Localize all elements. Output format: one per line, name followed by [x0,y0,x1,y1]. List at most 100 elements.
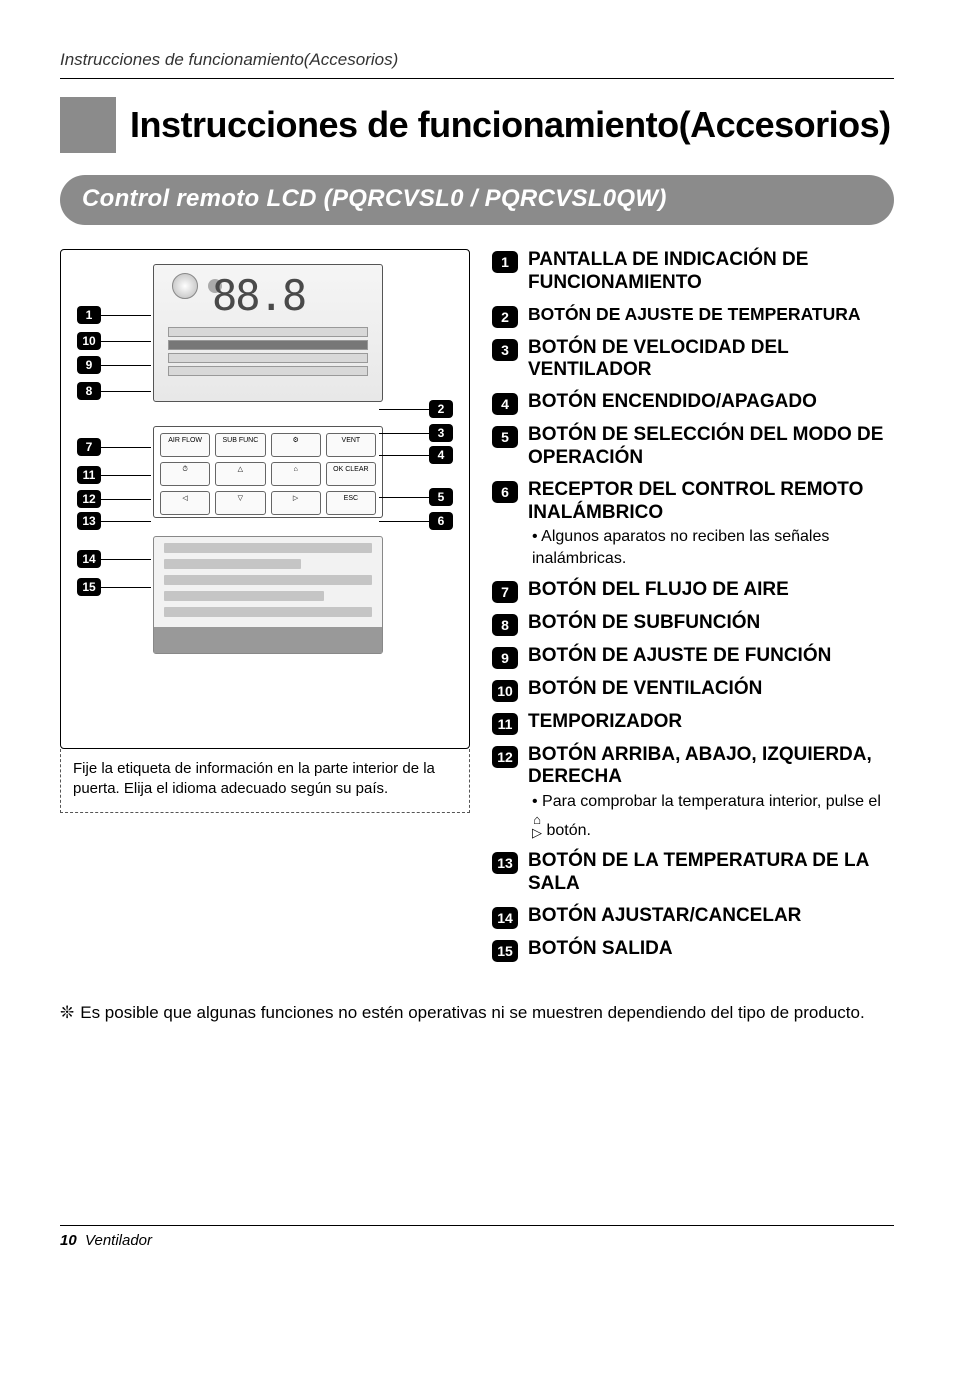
item-number: 3 [492,339,518,361]
callout-badge: 1 [77,306,101,324]
list-item: 8 BOTÓN DE SUBFUNCIÓN [492,612,894,636]
list-item: 4 BOTÓN ENCENDIDO/APAGADO [492,391,894,415]
item-sub-text: botón. [542,822,591,839]
mini-button: ⏱ [160,462,210,486]
callout-leader [379,409,429,410]
callout-badge: 10 [77,332,101,350]
home-icon: ⌂▷ [532,813,542,839]
item-number: 4 [492,393,518,415]
callout-leader [101,391,151,392]
callout-leader [379,497,429,498]
item-number: 8 [492,614,518,636]
list-item: 14 BOTÓN AJUSTAR/CANCELAR [492,905,894,929]
item-sub: • Para comprobar la temperatura interior… [528,791,894,841]
callout-leader [101,365,151,366]
mini-button: AIR FLOW [160,433,210,457]
item-label: BOTÓN DE VENTILACIÓN [528,678,762,701]
item-label: BOTÓN DE VELOCIDAD DEL VENTILADOR [528,337,894,383]
callout-badge: 3 [429,424,453,442]
divider [60,78,894,79]
item-sub: • Algunos aparatos no reciben las señale… [528,526,894,569]
callout-badge: 9 [77,356,101,374]
diagram-note: Fije la etiqueta de información en la pa… [60,749,470,813]
mini-button: ⌂ [271,462,321,486]
mini-button: VENT [326,433,376,457]
item-number: 7 [492,581,518,603]
lcd-digits: 88.8 [212,271,305,320]
page-title: Instrucciones de funcionamiento(Accesori… [130,104,891,146]
callout-leader [101,447,151,448]
item-number: 12 [492,746,518,768]
callout-badge: 14 [77,550,101,568]
callout-badge: 8 [77,382,101,400]
callout-leader [101,341,151,342]
callout-leader [379,455,429,456]
mini-button: △ [215,462,265,486]
item-label: BOTÓN SALIDA [528,938,673,961]
item-label: BOTÓN DE AJUSTE DE TEMPERATURA [528,304,861,325]
item-number: 2 [492,306,518,328]
list-item: 12 BOTÓN ARRIBA, ABAJO, IZQUIERDA, DERECH… [492,744,894,842]
callout-badge: 12 [77,490,101,508]
mini-button: ▽ [215,491,265,515]
list-item: 3 BOTÓN DE VELOCIDAD DEL VENTILADOR [492,337,894,383]
remote-diagram: 88.8 AIR FLOWSUB FUNC⚙VENT ⏱△⌂OK CLEAR ◁… [60,249,470,749]
item-label: RECEPTOR DEL CONTROL REMOTO INALÁMBRICO [528,479,894,525]
footer-label: Ventilador [85,1232,152,1249]
item-number: 1 [492,251,518,273]
callout-badge: 5 [429,488,453,506]
callout-badge: 15 [77,578,101,596]
item-number: 15 [492,940,518,962]
callout-leader [101,499,151,500]
title-marker [60,97,116,153]
item-sub-text: • Para comprobar la temperatura interior… [532,793,881,810]
item-label: PANTALLA DE INDICACIÓN DE FUNCIONAMIENTO [528,249,894,295]
callout-leader [101,475,151,476]
callout-badge: 2 [429,400,453,418]
item-label: BOTÓN DE SUBFUNCIÓN [528,612,760,635]
mini-button: SUB FUNC [215,433,265,457]
callout-leader [101,559,151,560]
callout-badge: 13 [77,512,101,530]
breadcrumb: Instrucciones de funcionamiento(Accesori… [60,50,894,70]
list-item: 15 BOTÓN SALIDA [492,938,894,962]
item-label: BOTÓN DE SELECCIÓN DEL MODO DE OPERACIÓN [528,424,894,470]
mini-button: ESC [326,491,376,515]
item-label: BOTÓN DE LA TEMPERATURA DE LA SALA [528,850,894,896]
item-number: 11 [492,713,518,735]
item-label: BOTÓN ENCENDIDO/APAGADO [528,391,817,414]
callout-leader [101,587,151,588]
feature-list: 1 PANTALLA DE INDICACIÓN DE FUNCIONAMIENT… [492,249,894,971]
section-pill: Control remoto LCD (PQRCVSL0 / PQRCVSL0Q… [60,175,894,225]
item-number: 9 [492,647,518,669]
mini-button: OK CLEAR [326,462,376,486]
callout-leader [379,521,429,522]
list-item: 7 BOTÓN DEL FLUJO DE AIRE [492,579,894,603]
list-item: 10 BOTÓN DE VENTILACIÓN [492,678,894,702]
list-item: 11TEMPORIZADOR [492,711,894,735]
item-number: 5 [492,426,518,448]
lcd-bars [168,327,368,379]
mini-button: ◁ [160,491,210,515]
item-number: 10 [492,680,518,702]
title-row: Instrucciones de funcionamiento(Accesori… [60,97,894,153]
item-number: 13 [492,852,518,874]
callout-leader [101,521,151,522]
callout-leader [379,433,429,434]
item-label: BOTÓN DE AJUSTE DE FUNCIÓN [528,645,831,668]
footnote-text: Es posible que algunas funciones no esté… [80,1001,864,1025]
button-panel: AIR FLOWSUB FUNC⚙VENT ⏱△⌂OK CLEAR ◁ ▽ ▷ … [153,426,383,518]
footnote: ❊ Es posible que algunas funciones no es… [60,1001,894,1025]
list-item: 13 BOTÓN DE LA TEMPERATURA DE LA SALA [492,850,894,896]
list-item: 1 PANTALLA DE INDICACIÓN DE FUNCIONAMIENT… [492,249,894,295]
item-number: 14 [492,907,518,929]
callout-badge: 4 [429,446,453,464]
list-item: 6 RECEPTOR DEL CONTROL REMOTO INALÁMBRICO… [492,479,894,570]
list-item: 5 BOTÓN DE SELECCIÓN DEL MODO DE OPERACIÓ… [492,424,894,470]
item-label: BOTÓN AJUSTAR/CANCELAR [528,905,801,928]
callout-badge: 11 [77,466,101,484]
item-label: BOTÓN DEL FLUJO DE AIRE [528,579,789,602]
mini-button: ▷ [271,491,321,515]
item-number: 6 [492,481,518,503]
item-label: BOTÓN ARRIBA, ABAJO, IZQUIERDA, DERECHA [528,744,894,790]
